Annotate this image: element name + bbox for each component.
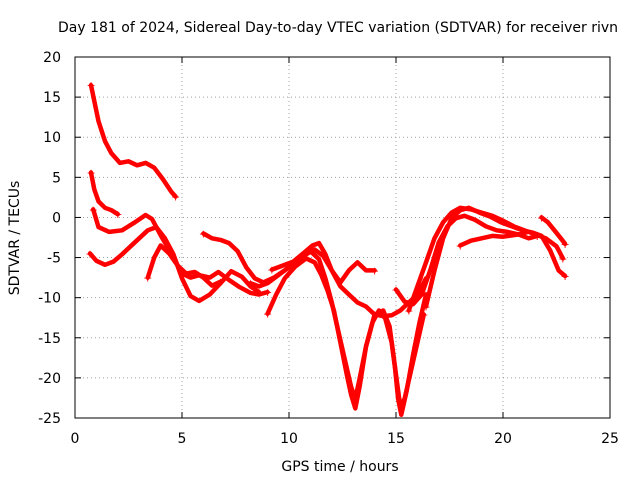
series-track-a [88,82,178,199]
series-track-h [265,256,429,418]
x-tick-label: 15 [387,431,405,447]
series-marker: + [113,208,122,221]
series-marker: + [263,308,272,321]
series-marker: + [263,286,272,299]
series-marker: + [456,240,465,253]
x-tick-label: 25 [601,431,619,447]
y-tick-label: -15 [38,331,61,347]
series-marker: + [421,300,430,313]
series-marker: + [404,305,413,318]
series-marker: + [86,167,95,180]
series-marker: + [560,270,569,283]
series-track-n [539,215,568,247]
series-track-m [457,231,527,248]
series-marker: + [216,276,225,289]
y-tick-label: 5 [52,170,61,186]
series-track-i [269,240,377,285]
plot-frame [74,56,611,419]
series-marker: + [171,191,180,204]
series-marker: + [421,288,430,301]
y-tick-label: 15 [43,90,61,106]
series-track-b [88,170,121,217]
x-tick-label: 0 [71,431,80,447]
series-marker: + [391,284,400,297]
y-tick-label: -25 [38,411,61,427]
series-marker: + [89,203,98,216]
y-tick-labels: -25 -20 -15 -10 -5 0 5 10 15 20 [38,50,61,427]
x-axis-title: GPS time / hours [281,459,398,475]
y-tick-label: -20 [38,371,61,387]
series-marker: + [246,277,255,290]
series-marker: + [537,211,546,224]
series-marker: + [558,252,567,265]
x-tick-labels: 0 5 10 15 20 25 [71,431,619,447]
series-marker: + [370,264,379,277]
series-track-c [90,207,270,297]
series-marker: + [199,227,208,240]
series-track-f [201,231,429,319]
x-tick-label: 10 [280,431,298,447]
y-axis-title: SDTVAR / TECUs [7,181,23,296]
x-tick-label: 20 [494,431,512,447]
series-marker: + [86,79,95,92]
series-marker: + [520,227,529,240]
series-marker: + [143,272,152,285]
series-marker: + [254,286,263,299]
y-tick-label: 20 [43,50,61,66]
series-marker: + [560,238,569,251]
y-tick-label: 10 [43,130,61,146]
series-track-e [145,243,223,288]
series-track-l [423,205,568,309]
series-marker: + [419,309,428,322]
series-marker: + [85,248,94,261]
x-tick-label: 5 [178,431,187,447]
y-tick-label: -10 [38,291,61,307]
series-layer: +++++++++ ++++++++ +++++++++++ [85,79,570,418]
series-track-d [87,224,262,304]
y-tick-label: -5 [47,251,61,267]
y-tick-label: 0 [52,210,61,226]
series-marker: + [267,264,276,277]
chart-title: Day 181 of 2024, Sidereal Day-to-day VTE… [58,20,618,36]
